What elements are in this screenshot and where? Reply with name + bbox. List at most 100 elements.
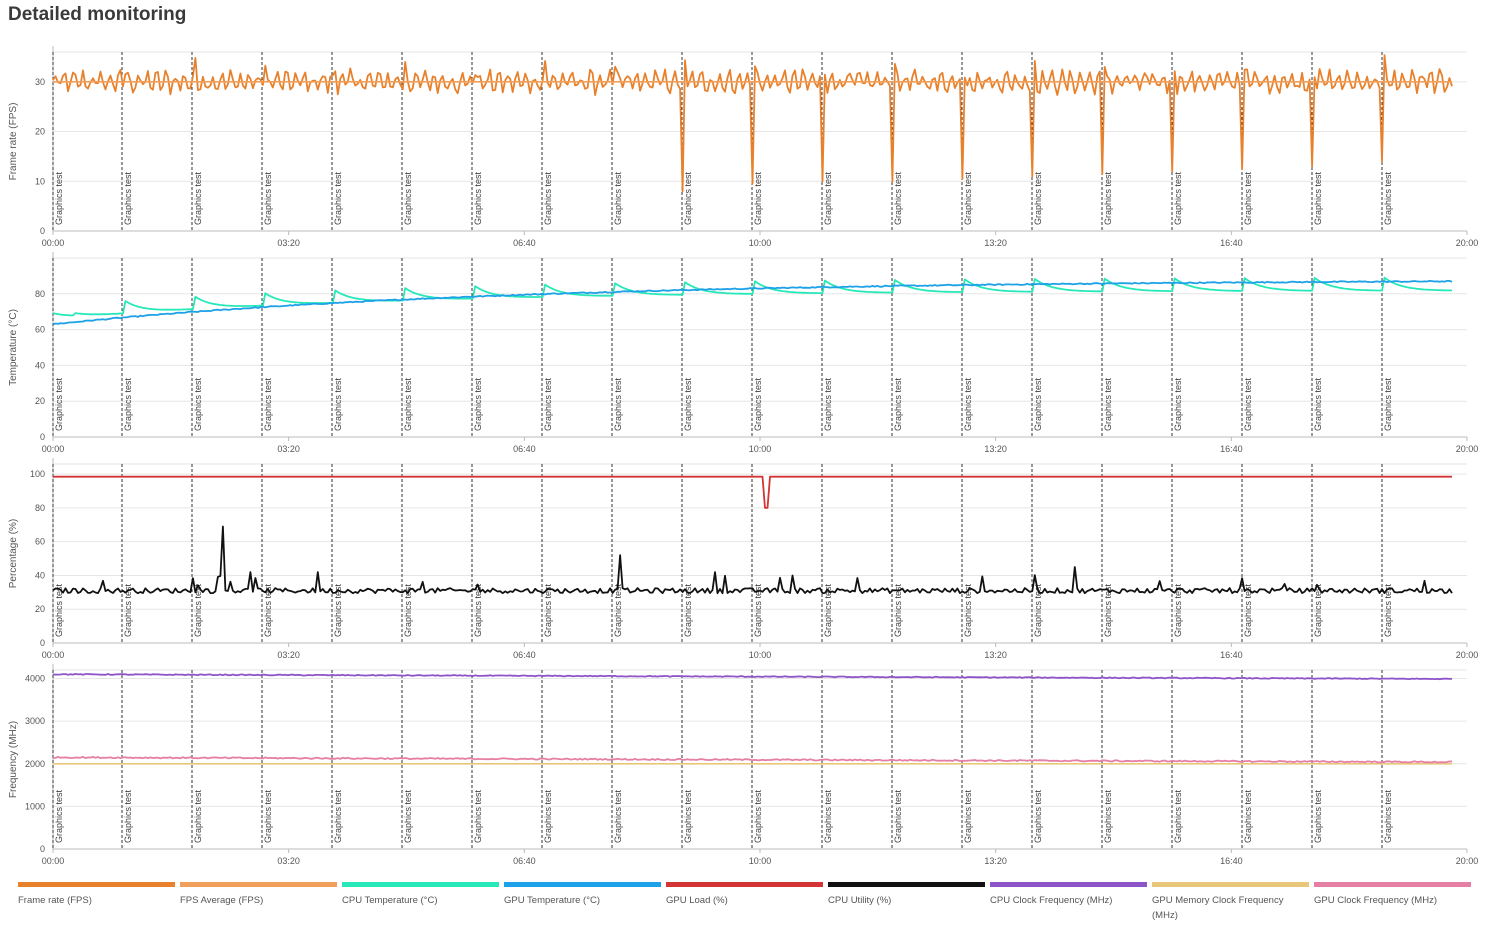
legend-label: CPU Clock Frequency (MHz) xyxy=(990,895,1113,906)
test-marker-label: Graphics test xyxy=(123,789,133,843)
test-marker-label: Graphics test xyxy=(263,789,273,843)
legend-label: GPU Load (%) xyxy=(666,895,728,906)
test-marker-label: Graphics test xyxy=(473,377,483,431)
x-tick-label: 06:40 xyxy=(513,856,536,866)
legend-item-gpu-memory-clock[interactable]: GPU Memory Clock Frequency (MHz) xyxy=(1152,882,1309,923)
series-line-gpu-load xyxy=(53,475,1452,509)
test-marker-label: Graphics test xyxy=(753,789,763,843)
test-marker-label: Graphics test xyxy=(893,377,903,431)
legend-label: CPU Utility (%) xyxy=(828,895,892,906)
legend-label: FPS Average (FPS) xyxy=(180,895,264,906)
test-marker-label: Graphics test xyxy=(543,583,553,637)
x-tick-label: 13:20 xyxy=(984,650,1007,660)
y-tick-label: 30 xyxy=(35,77,45,87)
x-tick-label: 03:20 xyxy=(277,650,300,660)
test-marker-label: Graphics test xyxy=(333,171,343,225)
test-marker-label: Graphics test xyxy=(823,583,833,637)
test-marker-label: Graphics test xyxy=(54,789,64,843)
y-tick-label: 20 xyxy=(35,396,45,406)
series-line-cpu-clock xyxy=(52,673,1453,681)
monitoring-charts: 0 10 20 30 Frame rate (FPS) 00:00 03:20 06:40 10… xyxy=(8,46,1478,866)
series-line-cpu-util xyxy=(52,525,1453,595)
x-tick-label: 13:20 xyxy=(984,444,1007,454)
test-marker-label: Graphics test xyxy=(683,377,693,431)
test-marker-label: Graphics test xyxy=(1173,583,1183,637)
legend-swatch xyxy=(504,882,661,887)
y-tick-label: 60 xyxy=(35,537,45,547)
x-tick-label: 16:40 xyxy=(1220,444,1243,454)
x-tick-label: 13:20 xyxy=(984,856,1007,866)
legend-item-cpu-temperature[interactable]: CPU Temperature (°C) xyxy=(342,882,499,908)
test-marker-label: Graphics test xyxy=(1313,583,1323,637)
legend-swatch xyxy=(180,882,337,887)
test-marker-label: Graphics test xyxy=(613,789,623,843)
test-marker-label: Graphics test xyxy=(473,789,483,843)
x-tick-label: 10:00 xyxy=(749,444,772,454)
test-marker-label: Graphics test xyxy=(193,789,203,843)
test-marker-label: Graphics test xyxy=(753,171,763,225)
x-tick-label: 03:20 xyxy=(277,238,300,248)
legend-swatch xyxy=(342,882,499,887)
legend-swatch xyxy=(1152,882,1309,887)
x-tick-label: 20:00 xyxy=(1456,856,1479,866)
chart-panel-3: 0 1000 2000 3000 4000 Frequency (MHz) 00:00 03:… xyxy=(8,664,1478,866)
legend-item-cpu-clock[interactable]: CPU Clock Frequency (MHz) xyxy=(990,882,1147,908)
test-marker-label: Graphics test xyxy=(753,583,763,637)
legend-item-gpu-temperature[interactable]: GPU Temperature (°C) xyxy=(504,882,661,908)
test-marker-label: Graphics test xyxy=(403,789,413,843)
test-marker-label: Graphics test xyxy=(1383,171,1393,225)
test-marker-label: Graphics test xyxy=(1173,171,1183,225)
test-marker-label: Graphics test xyxy=(963,377,973,431)
x-tick-label: 13:20 xyxy=(984,238,1007,248)
test-marker-label: Graphics test xyxy=(1383,789,1393,843)
test-marker-label: Graphics test xyxy=(193,171,203,225)
chart-panel-0: 0 10 20 30 Frame rate (FPS) 00:00 03:20 06:40 10… xyxy=(8,46,1478,248)
test-marker-label: Graphics test xyxy=(823,789,833,843)
x-tick-label: 10:00 xyxy=(749,650,772,660)
test-marker-label: Graphics test xyxy=(1313,377,1323,431)
test-marker-label: Graphics test xyxy=(1173,377,1183,431)
test-marker-label: Graphics test xyxy=(1103,789,1113,843)
legend-item-frame-rate[interactable]: Frame rate (FPS) xyxy=(18,882,175,908)
test-marker-label: Graphics test xyxy=(683,583,693,637)
legend-item-cpu-utility[interactable]: CPU Utility (%) xyxy=(828,882,985,908)
test-marker-label: Graphics test xyxy=(753,377,763,431)
test-marker-label: Graphics test xyxy=(1033,583,1043,637)
y-tick-label: 0 xyxy=(40,432,45,442)
test-marker-label: Graphics test xyxy=(263,583,273,637)
test-marker-label: Graphics test xyxy=(333,583,343,637)
y-tick-label: 2000 xyxy=(25,759,45,769)
test-marker-label: Graphics test xyxy=(1313,789,1323,843)
x-tick-label: 10:00 xyxy=(749,856,772,866)
y-tick-label: 80 xyxy=(35,503,45,513)
x-tick-label: 10:00 xyxy=(749,238,772,248)
test-marker-label: Graphics test xyxy=(123,377,133,431)
test-marker-label: Graphics test xyxy=(683,171,693,225)
x-tick-label: 03:20 xyxy=(277,856,300,866)
legend-item-gpu-load[interactable]: GPU Load (%) xyxy=(666,882,823,908)
y-tick-label: 10 xyxy=(35,176,45,186)
x-tick-label: 20:00 xyxy=(1456,238,1479,248)
y-tick-label: 4000 xyxy=(25,674,45,684)
x-tick-label: 00:00 xyxy=(42,856,65,866)
test-marker-label: Graphics test xyxy=(1383,583,1393,637)
test-marker-label: Graphics test xyxy=(1033,171,1043,225)
series-line-fps xyxy=(52,54,1453,193)
y-tick-label: 0 xyxy=(40,638,45,648)
test-marker-label: Graphics test xyxy=(1383,377,1393,431)
chart-panel-2: 0 20 40 60 80 100 Percentage (%) 00:00 03:20 06:4… xyxy=(8,458,1478,660)
legend-item-gpu-clock[interactable]: GPU Clock Frequency (MHz) xyxy=(1314,882,1474,908)
test-marker-label: Graphics test xyxy=(193,377,203,431)
x-tick-label: 06:40 xyxy=(513,444,536,454)
y-tick-label: 60 xyxy=(35,325,45,335)
test-marker-label: Graphics test xyxy=(613,171,623,225)
legend-item-fps-average[interactable]: FPS Average (FPS) xyxy=(180,882,337,908)
x-tick-label: 00:00 xyxy=(42,650,65,660)
test-marker-label: Graphics test xyxy=(1033,789,1043,843)
page-title: Detailed monitoring xyxy=(8,4,187,25)
legend-swatch xyxy=(18,882,175,887)
y-tick-label: 1000 xyxy=(25,801,45,811)
y-axis-label: Temperature (°C) xyxy=(8,309,19,386)
test-marker-label: Graphics test xyxy=(333,377,343,431)
legend-swatch xyxy=(828,882,985,887)
